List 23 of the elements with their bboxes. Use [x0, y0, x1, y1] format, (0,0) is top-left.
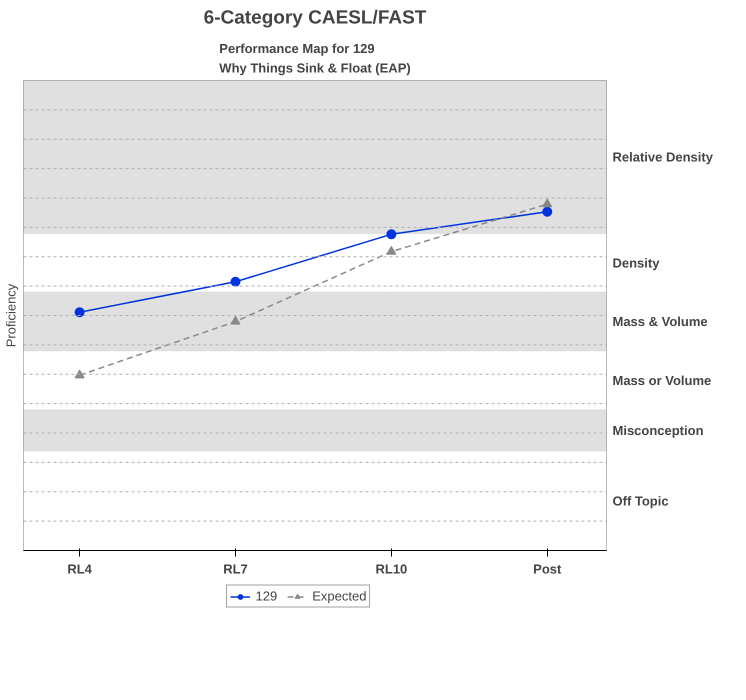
legend-label: Expected	[312, 588, 366, 604]
point	[230, 316, 240, 325]
point	[386, 246, 396, 255]
band-label: Mass & Volume	[612, 314, 708, 330]
y-axis-title: Proficiency	[4, 283, 18, 348]
x-tick-label: Post	[533, 562, 562, 576]
legend-label: 129	[256, 588, 278, 604]
band-label: Misconception	[612, 422, 704, 438]
chart-title: 6-Category CAESL/FAST	[204, 8, 427, 28]
point	[74, 307, 85, 318]
x-tick-label: RL4	[67, 562, 93, 576]
point	[74, 370, 85, 378]
point	[542, 198, 552, 208]
point	[230, 276, 240, 287]
band-label: Off Topic	[612, 493, 669, 508]
band-label: Mass or Volume	[612, 372, 712, 388]
band-label: Density	[612, 255, 660, 270]
x-tick-label: RL10	[375, 562, 408, 576]
point	[386, 229, 396, 240]
x-tick-label: RL7	[223, 562, 248, 576]
point	[542, 206, 552, 217]
chart-subtitle: Performance Map for 129 Why Things Sink & Float (EAP)	[219, 41, 411, 76]
band-label: Relative Density	[612, 150, 714, 165]
